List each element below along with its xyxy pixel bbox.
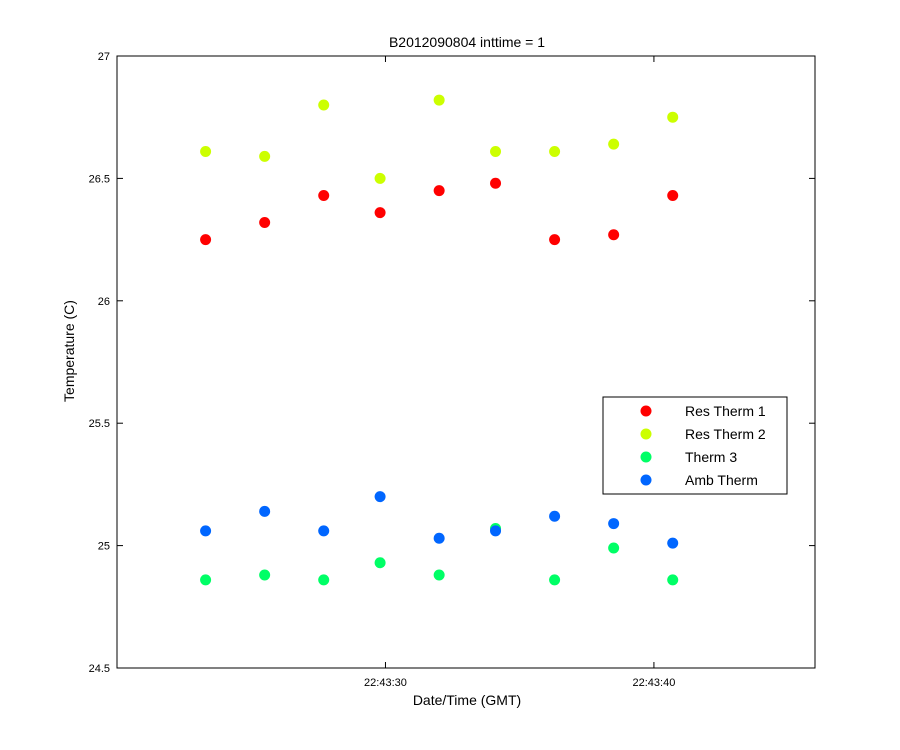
data-point: [667, 537, 679, 549]
data-point: [490, 177, 502, 189]
data-point: [259, 150, 271, 162]
x-tick-label: 22:43:40: [633, 677, 676, 689]
data-point: [200, 234, 212, 246]
x-axis-label: Date/Time (GMT): [413, 692, 521, 708]
legend-label: Res Therm 2: [685, 426, 766, 442]
series-amb-therm: [200, 491, 679, 549]
data-point: [490, 145, 502, 157]
data-point: [374, 207, 386, 219]
data-point: [667, 574, 679, 586]
y-tick-label: 25: [98, 541, 110, 553]
data-point: [608, 138, 620, 150]
data-point: [318, 574, 330, 586]
data-point: [259, 505, 271, 517]
data-point: [200, 145, 212, 157]
legend-marker: [640, 474, 652, 486]
data-point: [608, 542, 620, 554]
y-tick-label: 27: [98, 51, 110, 63]
data-point: [433, 532, 445, 544]
legend-label: Res Therm 1: [685, 403, 766, 419]
y-tick-label: 24.5: [89, 663, 110, 675]
y-axis-label: Temperature (C): [61, 300, 77, 402]
data-point: [549, 510, 561, 522]
data-point: [549, 234, 561, 246]
legend-marker: [640, 451, 652, 463]
data-point: [200, 574, 212, 586]
legend-marker: [640, 405, 652, 417]
data-point: [667, 190, 679, 202]
data-point: [490, 525, 502, 537]
legend-box: [602, 396, 788, 495]
y-tick-label: 26: [98, 296, 110, 308]
data-point: [200, 525, 212, 537]
legend-label: Amb Therm: [685, 472, 758, 488]
plot-frame: [116, 55, 816, 669]
data-point: [549, 145, 561, 157]
y-tick-label: 26.5: [89, 173, 110, 185]
data-point: [259, 569, 271, 581]
data-point: [374, 172, 386, 184]
data-point: [259, 216, 271, 228]
data-point: [433, 185, 445, 197]
legend-marker: [640, 428, 652, 440]
chart-title: B2012090804 inttime = 1: [389, 34, 545, 50]
legend: Res Therm 1 Res Therm 2 Therm 3 Amb Therm: [602, 396, 788, 495]
series-res-therm-2: [200, 94, 679, 184]
data-points: [200, 94, 679, 586]
series-res-therm-1: [200, 177, 679, 246]
data-point: [433, 94, 445, 106]
data-point: [608, 518, 620, 530]
data-point: [318, 190, 330, 202]
y-tick-label: 25.5: [89, 418, 110, 430]
legend-label: Therm 3: [685, 449, 737, 465]
data-point: [608, 229, 620, 241]
data-point: [318, 525, 330, 537]
data-point: [374, 557, 386, 569]
data-point: [667, 111, 679, 123]
data-point: [374, 491, 386, 503]
x-tick-label: 22:43:30: [364, 677, 407, 689]
data-point: [433, 569, 445, 581]
plot-axes: 24.5 25 25.5 26 26.5 27 22:43:30 22:43:40: [89, 51, 816, 689]
data-point: [549, 574, 561, 586]
series-therm-3: [200, 522, 679, 586]
data-point: [318, 99, 330, 111]
